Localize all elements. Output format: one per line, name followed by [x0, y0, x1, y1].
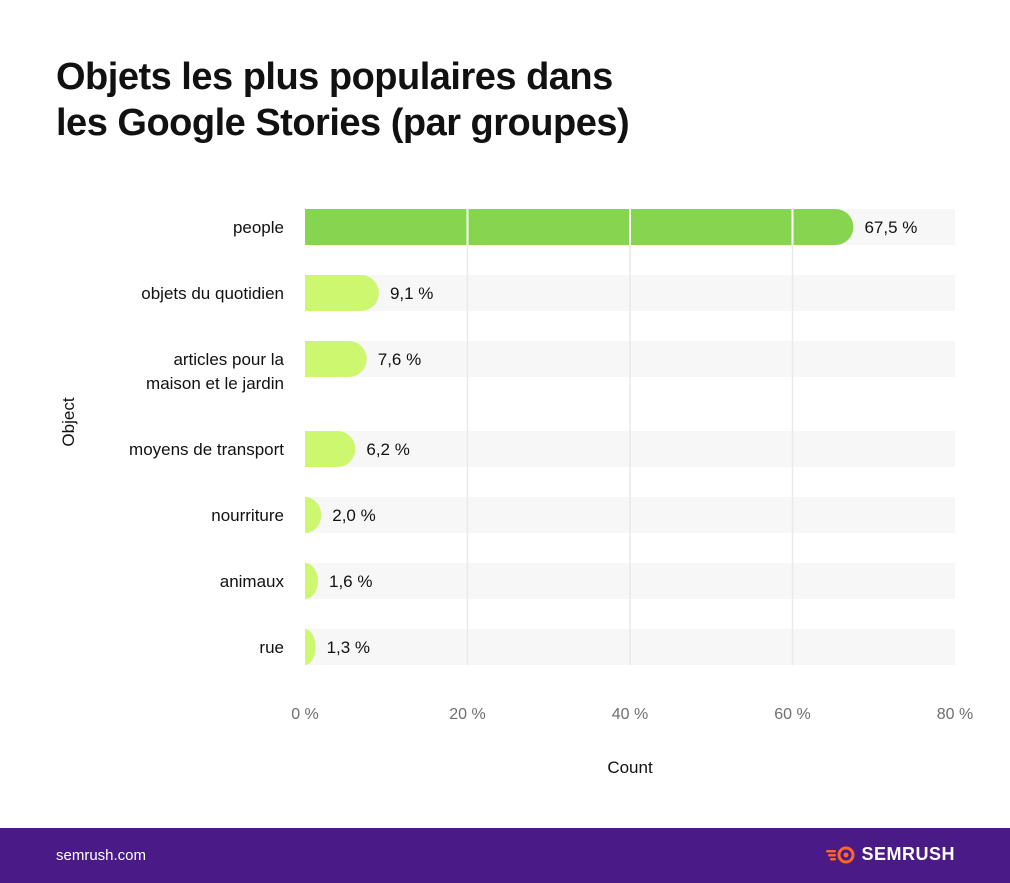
x-tick-label: 60 % — [774, 706, 810, 723]
data-label: 7,6 % — [378, 350, 421, 369]
bar-chart: 67,5 % 9,1 % 7,6 % 6,2 % 2,0 % 1,6 % 1,3 % peop… — [59, 209, 973, 777]
bar — [305, 497, 322, 533]
bar — [305, 629, 316, 665]
x-tick-label: 40 % — [612, 706, 648, 723]
chart-title-line-1: Objets les plus populaires dans — [56, 56, 613, 98]
category-label: moyens de transport — [129, 440, 284, 459]
category-label: rue — [259, 638, 284, 657]
bar — [305, 341, 367, 377]
brand-name: SEMRUSH — [861, 844, 955, 864]
data-label: 6,2 % — [366, 440, 409, 459]
x-tick-label: 80 % — [937, 706, 973, 723]
footer-url[interactable]: semrush.com — [56, 847, 147, 864]
x-tick-label: 20 % — [449, 706, 485, 723]
bar — [305, 563, 318, 599]
x-tick-label: 0 % — [291, 706, 319, 723]
category-label: objets du quotidien — [141, 284, 284, 303]
data-label: 1,3 % — [327, 638, 370, 657]
category-label: nourriture — [211, 506, 284, 525]
data-label: 1,6 % — [329, 572, 372, 591]
category-label: animaux — [220, 572, 285, 591]
semrush-flame-icon — [826, 846, 855, 863]
chart-title-line-2: les Google Stories (par groupes) — [56, 102, 630, 144]
bar — [305, 275, 379, 311]
data-label: 9,1 % — [390, 284, 433, 303]
chart-title: Objets les plus populaires dans les Goog… — [56, 54, 630, 146]
footer: semrush.com SEMRUSH — [0, 828, 1010, 883]
data-label: 67,5 % — [864, 218, 917, 237]
data-label: 2,0 % — [332, 506, 375, 525]
x-axis-title: Count — [607, 758, 653, 777]
category-label: maison et le jardin — [146, 374, 284, 393]
y-axis-title: Object — [59, 397, 78, 446]
bar — [305, 431, 356, 467]
category-label: articles pour la — [173, 350, 284, 369]
bar — [305, 209, 854, 245]
category-label: people — [233, 218, 284, 237]
brand-logo: SEMRUSH — [825, 844, 955, 865]
